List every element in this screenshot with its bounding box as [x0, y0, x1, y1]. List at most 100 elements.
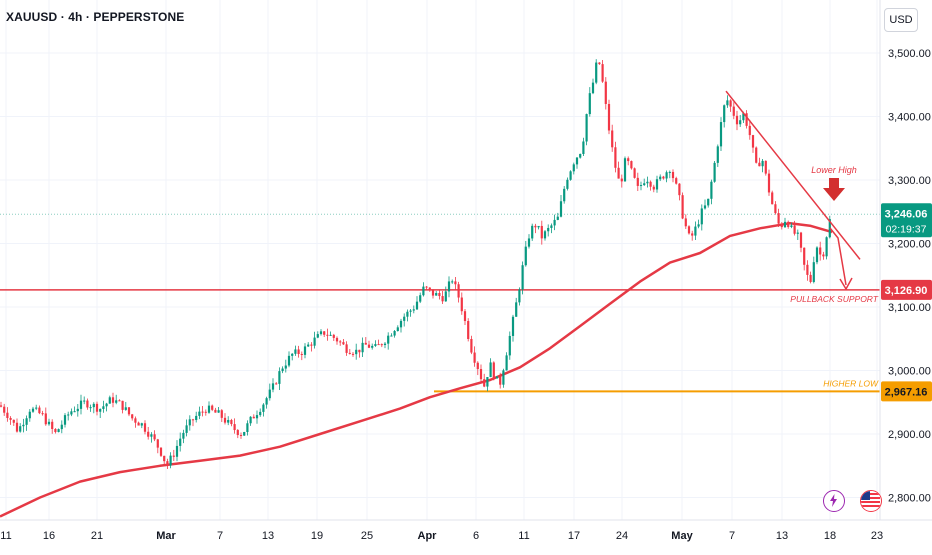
currency-selector[interactable]: USD: [884, 8, 918, 32]
candle-body: [755, 147, 758, 163]
candle-body: [713, 162, 716, 182]
candle-body: [111, 397, 115, 403]
candle-body: [57, 429, 60, 433]
candle-body: [803, 247, 806, 265]
candle-body: [527, 238, 531, 247]
candle-body: [415, 301, 419, 310]
candle-body: [89, 407, 92, 409]
candle-body: [281, 368, 284, 372]
candle-body: [553, 219, 556, 226]
candle-body: [249, 416, 252, 424]
candle-body: [681, 195, 684, 219]
candle-body: [630, 161, 633, 169]
candle-body: [598, 62, 601, 65]
candle-body: [684, 218, 687, 227]
candle-body: [671, 171, 675, 179]
time-tick-label: May: [671, 530, 693, 542]
candle-body: [275, 383, 278, 385]
candle-body: [406, 311, 409, 317]
candle-body: [211, 405, 214, 410]
candle-body: [182, 432, 185, 439]
candle-body: [483, 379, 486, 387]
candle-body: [777, 213, 780, 224]
candle-body: [825, 237, 828, 257]
candle-body: [537, 225, 540, 228]
time-axis-layer: 11 16 21 Mar 7 13 19 25 Apr 6 11 17 24 May 7 13 18 23: [0, 530, 883, 542]
candle-body: [463, 311, 467, 322]
symbol-title[interactable]: XAUUSD · 4h · PEPPERSTONE: [6, 10, 185, 24]
countdown-label: 02:19:37: [886, 223, 927, 235]
candle-body: [505, 355, 508, 371]
candle-body: [73, 411, 76, 413]
candle-body: [790, 225, 793, 227]
price-tick-label: 2,900.00: [888, 429, 931, 441]
candle-body: [518, 289, 521, 303]
candle-body: [191, 419, 195, 421]
time-tick-label: 11: [518, 530, 529, 542]
time-tick-label: 25: [361, 530, 373, 542]
candle-body: [236, 430, 239, 436]
candle-body: [153, 434, 156, 440]
levels-layer: [0, 213, 880, 393]
candle-body: [243, 432, 246, 436]
candle-body: [799, 232, 803, 248]
lightning-icon[interactable]: [823, 490, 845, 512]
higher-low-price-label: 2,967.16: [885, 386, 928, 398]
candle-body: [220, 410, 223, 418]
candle-body: [412, 309, 415, 311]
candle-body: [297, 349, 300, 354]
candle-body: [54, 428, 57, 433]
candle-body: [470, 338, 473, 353]
candle-body: [12, 419, 15, 423]
candle-body: [649, 181, 652, 187]
candle-body: [102, 406, 105, 409]
higher-low-price-tag: [881, 381, 932, 402]
candle-body: [611, 130, 614, 148]
candle-body: [761, 160, 764, 167]
candle-body: [441, 296, 444, 302]
candle-body: [79, 400, 83, 409]
candle-body: [339, 341, 342, 343]
candle-body: [678, 183, 681, 196]
candle-body: [563, 188, 566, 202]
candle-body: [131, 414, 134, 419]
time-tick-label: 13: [776, 530, 788, 542]
projection-arrow-line: [829, 227, 847, 286]
candle-body: [367, 344, 371, 348]
candle-body: [364, 342, 367, 345]
candle-body: [147, 431, 150, 437]
candle-body: [579, 153, 582, 158]
candle-body: [796, 232, 799, 234]
candle-body: [425, 286, 428, 288]
candle-body: [716, 146, 719, 163]
candle-body: [556, 216, 559, 220]
projection-arrow-head-icon: [839, 277, 853, 291]
moving-average-layer: [0, 221, 833, 518]
candle-body: [163, 455, 166, 462]
higher-low-annotation: HIGHER LOW: [823, 378, 879, 388]
candle-body: [668, 171, 671, 173]
candle-body: [195, 415, 198, 420]
candle-body: [387, 335, 390, 344]
candle-body: [262, 404, 265, 412]
candle-body: [495, 376, 499, 379]
candle-body: [723, 105, 726, 123]
candle-body: [675, 178, 678, 184]
candle-body: [259, 411, 262, 416]
candle-body: [265, 398, 268, 405]
candle-body: [700, 208, 703, 225]
candle-body: [419, 295, 422, 302]
candle-body: [291, 353, 294, 356]
time-tick-label: 24: [616, 530, 628, 542]
candle-body: [447, 281, 451, 292]
candle-body: [662, 176, 665, 179]
candle-body: [25, 418, 28, 425]
us-flag-icon[interactable]: [860, 490, 882, 512]
candle-body: [745, 113, 748, 126]
candle-body: [508, 335, 511, 356]
candle-body: [223, 417, 227, 423]
time-tick-label: 19: [311, 530, 323, 542]
candle-body: [374, 344, 377, 346]
